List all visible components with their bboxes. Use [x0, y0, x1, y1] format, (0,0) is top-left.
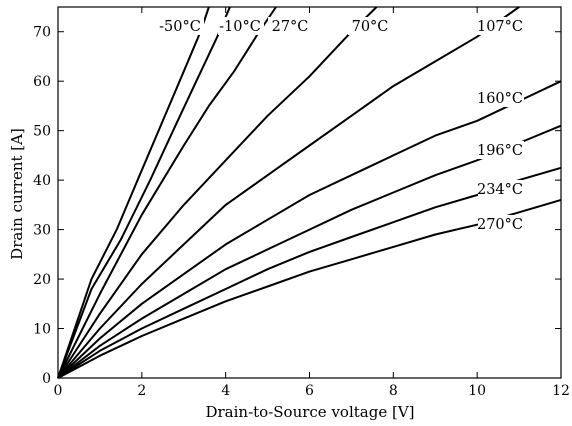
curves — [57, 6, 562, 379]
plot-area — [57, 6, 562, 379]
curve-label: 234°C — [477, 182, 523, 198]
curve-line — [57, 6, 378, 379]
y-tick-label: 0 — [42, 371, 51, 387]
curve-label-background — [478, 180, 524, 198]
x-tick-label: 6 — [305, 383, 314, 399]
x-tick-label: 8 — [389, 383, 398, 399]
curve-line — [57, 124, 562, 379]
curve-line — [57, 6, 231, 379]
y-tick-label: 40 — [33, 173, 51, 189]
x-tick-label: 4 — [221, 383, 230, 399]
curve-label-background — [348, 17, 394, 35]
curve-label-background — [478, 89, 524, 107]
curve-label-background — [158, 17, 204, 35]
x-tick-labels: 0 2 4 6 8 10 12 — [54, 383, 570, 399]
curve-label: 27°C — [272, 19, 309, 35]
y-tick-label: 50 — [33, 124, 51, 140]
y-tick-label: 60 — [33, 74, 51, 90]
axis-ticks — [57, 7, 562, 379]
x-axis-label: Drain-to-Source voltage [V] — [205, 403, 414, 421]
curve-label: 196°C — [477, 143, 523, 159]
y-axis-label: Drain current [A] — [8, 128, 26, 260]
x-tick-label: 12 — [552, 383, 570, 399]
x-tick-label: 10 — [468, 383, 486, 399]
curve-label-background — [478, 215, 524, 233]
x-tick-label: 0 — [54, 383, 63, 399]
curve-label: 70°C — [352, 19, 389, 35]
y-tick-label: 20 — [33, 272, 51, 288]
curve-line — [57, 166, 562, 379]
curve-label-background — [218, 17, 264, 35]
y-tick-label: 10 — [33, 322, 51, 338]
curve-label: 107°C — [477, 19, 523, 35]
curve-line — [57, 80, 562, 379]
curve-label-background — [268, 17, 314, 35]
y-tick-label: 30 — [33, 223, 51, 239]
y-tick-labels: 0 10 20 30 40 50 60 70 — [33, 25, 51, 387]
curve-line — [57, 198, 562, 379]
curve-line — [57, 6, 520, 379]
curve-label-background — [478, 17, 524, 35]
curve-label-background — [478, 141, 524, 159]
x-tick-label: 2 — [137, 383, 146, 399]
curve-label: 270°C — [477, 217, 523, 233]
curve-label: 160°C — [477, 91, 523, 107]
y-tick-label: 70 — [33, 25, 51, 41]
curve-line — [57, 6, 210, 379]
curve-line — [57, 6, 277, 379]
curve-labels: -50°C -10°C 27°C 70°C 107°C 160°C 196°C 234°C 27… — [158, 17, 524, 233]
curve-label: -10°C — [219, 19, 261, 35]
curve-label: -50°C — [159, 19, 201, 35]
